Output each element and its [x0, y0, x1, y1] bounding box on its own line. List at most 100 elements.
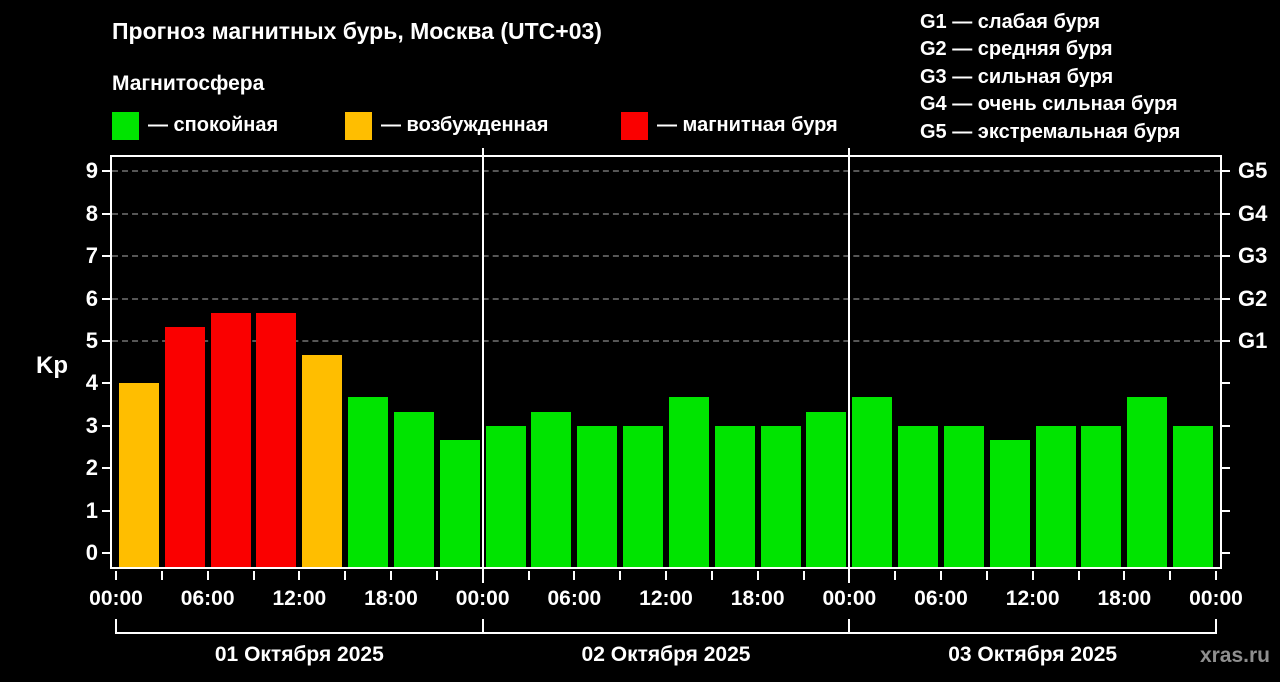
y-axis-tick	[1222, 255, 1230, 258]
x-axis-tick	[527, 571, 530, 580]
y-axis-tick	[1222, 297, 1230, 300]
x-axis-tick	[665, 571, 667, 580]
date-bracket-tick	[1215, 619, 1217, 634]
date-label: 03 Октября 2025	[948, 643, 1118, 666]
time-label: 00:00	[822, 587, 877, 610]
kp-gridline	[112, 340, 1220, 342]
x-axis-tick	[390, 571, 392, 580]
time-label: 12:00	[272, 587, 327, 610]
kp-bar	[714, 425, 755, 567]
x-axis-tick	[1169, 571, 1172, 580]
x-axis-tick	[756, 571, 759, 580]
g-axis-label: G2	[1238, 285, 1268, 311]
y-axis-tick	[1222, 382, 1230, 385]
x-axis-tick	[710, 571, 713, 580]
kp-bar	[439, 439, 480, 567]
g-axis-label: G3	[1238, 243, 1268, 269]
kp-bar	[943, 425, 984, 567]
y-axis-label: 5	[85, 328, 98, 353]
kp-bar	[668, 397, 709, 567]
kp-gridline	[112, 212, 1220, 215]
time-label: 18:00	[1097, 587, 1152, 610]
storm-color-swatch	[621, 111, 648, 140]
g-scale-item: G4 — очень сильная буря	[920, 93, 1178, 116]
kp-bar	[1081, 425, 1122, 567]
kp-gridline	[112, 255, 1220, 258]
x-axis-tick	[1123, 571, 1126, 580]
kp-bar	[898, 425, 939, 567]
x-axis-tick	[985, 571, 988, 580]
y-axis-tick	[1222, 552, 1230, 554]
x-axis-tick	[1215, 571, 1217, 580]
date-bracket-tick	[848, 619, 851, 634]
kp-bar	[577, 425, 618, 567]
legend-item-quiet: — спокойная	[112, 111, 278, 140]
kp-bar	[256, 312, 297, 567]
day-separator	[481, 148, 484, 583]
x-axis-tick	[573, 571, 576, 580]
y-axis-label: 7	[85, 243, 98, 269]
g-scale-item: G1 — слабая буря	[920, 11, 1101, 33]
y-axis-tick	[1222, 170, 1230, 173]
y-axis-tick	[102, 467, 110, 470]
time-label: 18:00	[730, 587, 785, 610]
g-scale-legend: G1 — слабая буря G2 — средняя буря G3 — …	[920, 9, 1180, 146]
time-label: 06:00	[914, 587, 968, 610]
kp-bar	[989, 439, 1030, 567]
kp-bar	[485, 425, 526, 567]
site-watermark: xras.ru	[1199, 644, 1270, 667]
y-axis-tick	[102, 424, 110, 427]
time-label: 12:00	[639, 587, 693, 610]
x-axis-tick	[619, 571, 622, 580]
x-axis-tick	[481, 571, 484, 580]
y-axis-tick	[1222, 509, 1230, 512]
x-axis-tick	[802, 571, 805, 580]
y-axis-label: 3	[85, 412, 98, 438]
time-label: 00:00	[89, 587, 143, 610]
time-label: 06:00	[180, 587, 235, 610]
kp-bar	[1173, 425, 1214, 567]
kp-gridline	[112, 297, 1220, 300]
y-axis-tick	[1222, 424, 1230, 427]
kp-bar	[302, 355, 343, 567]
x-axis-tick	[1077, 571, 1080, 580]
kp-bar	[210, 312, 251, 567]
day-separator	[848, 148, 851, 583]
g-axis-label: G5	[1238, 158, 1268, 184]
y-axis-tick	[102, 255, 110, 258]
kp-bar	[1035, 425, 1076, 567]
kp-bar	[393, 411, 434, 567]
y-axis-tick	[1222, 340, 1230, 342]
x-axis-tick	[848, 571, 851, 580]
y-axis-tick	[1222, 212, 1230, 215]
x-axis-tick	[1031, 571, 1034, 580]
y-axis-label: 8	[85, 200, 98, 226]
g-scale-item: G3 — сильная буря	[920, 65, 1114, 88]
y-axis-label: 2	[85, 455, 98, 481]
legend-label: — спокойная	[148, 114, 279, 136]
x-axis-tick	[252, 571, 255, 580]
y-axis-tick	[1222, 467, 1230, 470]
excited-color-swatch	[345, 111, 372, 140]
y-axis-tick	[102, 382, 110, 385]
time-label: 12:00	[1005, 587, 1060, 610]
kp-bar	[118, 383, 159, 567]
y-axis-tick	[102, 552, 110, 554]
legend-label: — возбужденная	[381, 114, 549, 136]
time-label: 18:00	[364, 587, 418, 610]
kp-bar	[531, 411, 572, 567]
kp-bar	[806, 411, 847, 567]
time-label: 00:00	[455, 587, 510, 610]
y-axis-label: 1	[85, 497, 98, 523]
g-axis-label: G1	[1238, 328, 1268, 353]
x-axis-tick	[894, 571, 897, 580]
y-axis-label: 6	[85, 285, 98, 311]
y-axis-title: Kp	[36, 352, 68, 379]
kp-bar	[760, 425, 801, 567]
time-label: 00:00	[1189, 587, 1243, 610]
x-axis-tick	[940, 571, 942, 580]
legend-item-storm: — магнитная буря	[621, 111, 838, 140]
kp-bar	[348, 397, 389, 567]
quiet-color-swatch	[112, 111, 139, 140]
